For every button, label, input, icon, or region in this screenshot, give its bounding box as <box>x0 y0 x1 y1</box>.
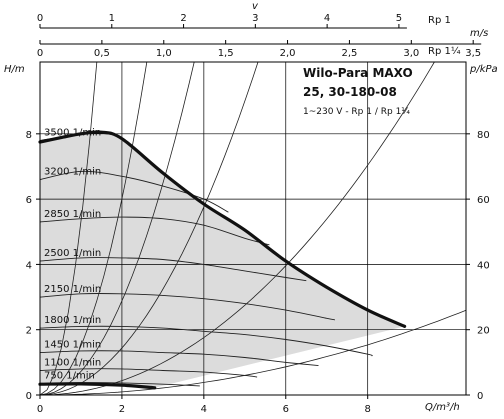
x-tick-label: 6 <box>283 404 289 415</box>
y-tick-label: 4 <box>26 260 32 271</box>
chart-model: 25, 30-180-08 <box>303 85 397 99</box>
system-curve <box>39 61 259 396</box>
axis-title-right: p/kPa <box>469 64 498 75</box>
chart-title: Wilo-Para MAXO <box>303 66 413 80</box>
speed-curve-label: 1450 1/min <box>44 340 101 351</box>
operating-area <box>40 131 405 388</box>
speed-curve <box>39 325 373 357</box>
x-tick-label: 2 <box>119 404 125 415</box>
plot-frame <box>39 61 467 396</box>
top-axis-1-tick-label: 4 <box>324 13 330 24</box>
labels: H/m p/kPa Q/m³/h v m/s Rp 1 Rp 1¼ Wilo-P… <box>4 1 498 413</box>
top-axis-2-tick-label: 2,5 <box>341 48 357 59</box>
top-axis-2-tick-label: 1,0 <box>156 48 172 59</box>
top-axis-2-name: Rp 1¼ <box>428 45 461 57</box>
speed-curve-label: 750 1/min <box>44 371 95 382</box>
y-tick-label: 2 <box>26 326 32 337</box>
system-curve <box>39 62 98 396</box>
top-axis-2-tick-label: 0 <box>37 48 43 59</box>
top-axis-1-name: Rp 1 <box>428 15 451 26</box>
min-curve <box>38 382 157 390</box>
speed-curve-label: 1100 1/min <box>44 358 101 369</box>
speed-curve-label: 3200 1/min <box>44 167 101 178</box>
speed-curve-label: 3500 1/min <box>44 127 101 138</box>
y-tick-label: 0 <box>26 391 32 402</box>
axis-title-bottom: Q/m³/h <box>425 402 460 413</box>
kpa-tick-label: 60 <box>477 195 490 206</box>
top-axis-2-tick-label: 3,0 <box>403 48 419 59</box>
chart-supply: 1~230 V - Rp 1 / Rp 1¼ <box>303 107 410 117</box>
speed-curve-label: 2500 1/min <box>44 248 101 259</box>
kpa-tick-label: 20 <box>477 326 490 337</box>
top-axis-1-tick-label: 0 <box>37 13 43 24</box>
speed-curve <box>39 257 307 282</box>
operating-area-fill <box>40 131 405 388</box>
top-axis-1-tick-label: 3 <box>252 13 258 24</box>
speed-curve-label: 2850 1/min <box>44 209 101 220</box>
speed-curve-label: 2150 1/min <box>44 284 101 295</box>
speed-curve-label: 1800 1/min <box>44 315 101 326</box>
axis-title-left: H/m <box>4 64 25 75</box>
kpa-tick-label: 40 <box>477 260 490 271</box>
x-tick-label: 8 <box>365 404 371 415</box>
kpa-tick-label: 80 <box>477 130 490 141</box>
speed-curve <box>39 350 319 367</box>
top-axis-1-tick-label: 1 <box>109 13 115 24</box>
kpa-tick-label: 0 <box>477 391 483 402</box>
system-curve <box>40 309 467 396</box>
y-tick-label: 6 <box>26 195 32 206</box>
x-tick-label: 4 <box>201 404 207 415</box>
max-curve <box>38 130 407 328</box>
top-axis-2-tick-label: 1,5 <box>218 48 234 59</box>
x-tick-label: 0 <box>37 404 43 415</box>
top-axis-1-tick-label: 2 <box>180 13 186 24</box>
top-axis-2-tick-label: 2,0 <box>280 48 296 59</box>
top-axis-units: m/s <box>470 28 488 39</box>
max-curve-group <box>38 130 407 390</box>
top-axis-2-tick-label: 0,5 <box>94 48 110 59</box>
speed-curve <box>39 293 336 321</box>
top-axis-2-tick-label: 3,5 <box>465 48 481 59</box>
speed-curve <box>39 170 229 213</box>
y-tick-label: 8 <box>26 130 32 141</box>
top-axis-title: v <box>252 1 259 12</box>
top-axis-1-tick-label: 5 <box>396 13 402 24</box>
speed-curve <box>39 216 270 246</box>
speed-curve <box>39 368 258 378</box>
